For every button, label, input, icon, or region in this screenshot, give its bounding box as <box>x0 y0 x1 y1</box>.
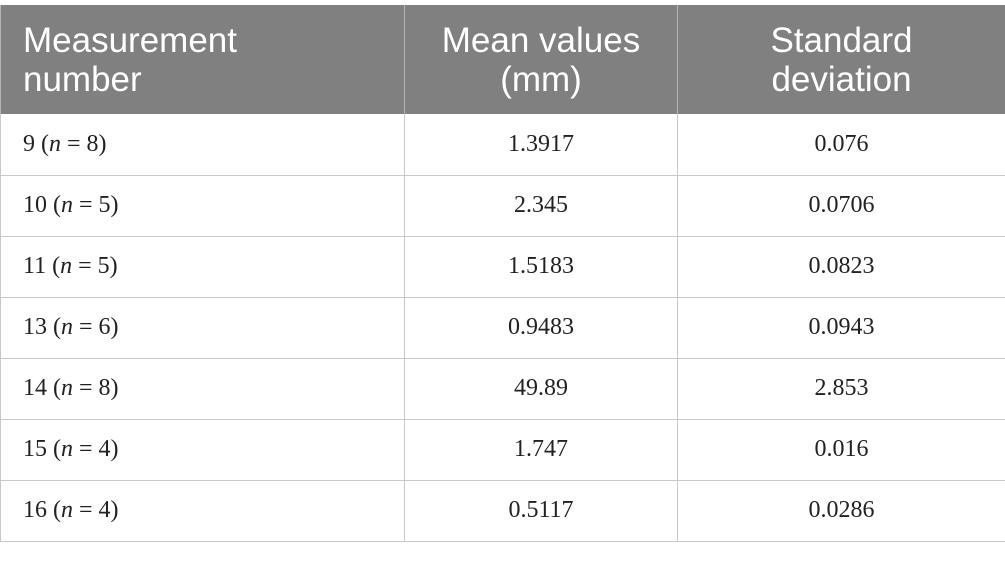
sample-size: = 5 <box>73 192 111 218</box>
std-deviation-cell: 2.853 <box>677 357 1005 420</box>
header-row: Measurement number Mean values (mm) Stan… <box>0 5 1005 114</box>
table-row: 10 (n = 5) 2.345 0.0706 <box>0 174 1005 237</box>
mean-value-cell: 0.5117 <box>404 479 678 542</box>
n-symbol: n <box>49 130 61 157</box>
mean-value-cell: 1.5183 <box>404 235 678 298</box>
header-mean-values: Mean values (mm) <box>404 5 678 114</box>
mean-value-cell: 1.747 <box>404 418 678 481</box>
std-deviation-cell: 0.0943 <box>677 296 1005 359</box>
measurement-cell: 13 (n = 6) <box>0 296 405 359</box>
n-symbol: n <box>61 497 73 523</box>
header-measurement-line-1: Measurement <box>23 20 237 60</box>
measurement-number: 15 <box>23 436 47 462</box>
mean-value-cell: 2.345 <box>404 174 678 237</box>
header-mean-line-1: Mean values <box>441 20 641 60</box>
n-symbol: n <box>61 314 73 340</box>
sample-size: = 8 <box>61 130 99 157</box>
measurement-table: Measurement number Mean values (mm) Stan… <box>0 5 1005 542</box>
table-row: 16 (n = 4) 0.5117 0.0286 <box>0 479 1005 542</box>
mean-value-cell: 0.9483 <box>404 296 678 359</box>
measurement-cell: 16 (n = 4) <box>0 479 405 542</box>
table-header: Measurement number Mean values (mm) Stan… <box>0 5 1005 114</box>
measurement-cell: 15 (n = 4) <box>0 418 405 481</box>
header-standard-deviation: Standard deviation <box>677 5 1005 114</box>
measurement-cell: 14 (n = 8) <box>0 357 405 420</box>
measurement-number: 13 <box>23 314 47 340</box>
header-sd-line-1: Standard <box>770 20 913 60</box>
header-sd-line-2: deviation <box>771 59 912 99</box>
table-row: 9 (n = 8) 1.3917 0.076 <box>0 114 1005 176</box>
n-symbol: n <box>61 375 73 401</box>
measurement-cell: 11 (n = 5) <box>0 235 405 298</box>
header-measurement-line-2: number <box>23 59 142 99</box>
table-row: 11 (n = 5) 1.5183 0.0823 <box>0 235 1005 298</box>
table-row: 13 (n = 6) 0.9483 0.0943 <box>0 296 1005 359</box>
measurement-cell: 10 (n = 5) <box>0 174 405 237</box>
sample-size: = 4 <box>73 497 111 523</box>
n-symbol: n <box>60 253 73 279</box>
sample-size: = 5 <box>72 253 110 279</box>
std-deviation-cell: 0.0706 <box>677 174 1005 237</box>
std-deviation-cell: 0.076 <box>677 114 1005 176</box>
table-row: 14 (n = 8) 49.89 2.853 <box>0 357 1005 420</box>
table-body: 9 (n = 8) 1.3917 0.076 10 (n = 5) 2.345 … <box>0 114 1005 542</box>
mean-value-cell: 49.89 <box>404 357 678 420</box>
std-deviation-cell: 0.016 <box>677 418 1005 481</box>
sample-size: = 6 <box>73 314 111 340</box>
mean-value-cell: 1.3917 <box>404 114 678 176</box>
measurement-number: 16 <box>23 497 47 523</box>
measurement-number: 9 <box>23 130 35 157</box>
n-symbol: n <box>61 192 73 218</box>
measurement-number: 11 <box>23 253 47 279</box>
table-row: 15 (n = 4) 1.747 0.016 <box>0 418 1005 481</box>
measurement-cell: 9 (n = 8) <box>0 114 405 176</box>
sample-size: = 8 <box>73 375 111 401</box>
sample-size: = 4 <box>73 436 111 462</box>
header-measurement-number: Measurement number <box>0 5 405 114</box>
n-symbol: n <box>61 436 73 462</box>
header-mean-line-2: (mm) <box>500 59 582 99</box>
measurement-number: 10 <box>23 192 47 218</box>
measurement-number: 14 <box>23 375 47 401</box>
std-deviation-cell: 0.0286 <box>677 479 1005 542</box>
std-deviation-cell: 0.0823 <box>677 235 1005 298</box>
